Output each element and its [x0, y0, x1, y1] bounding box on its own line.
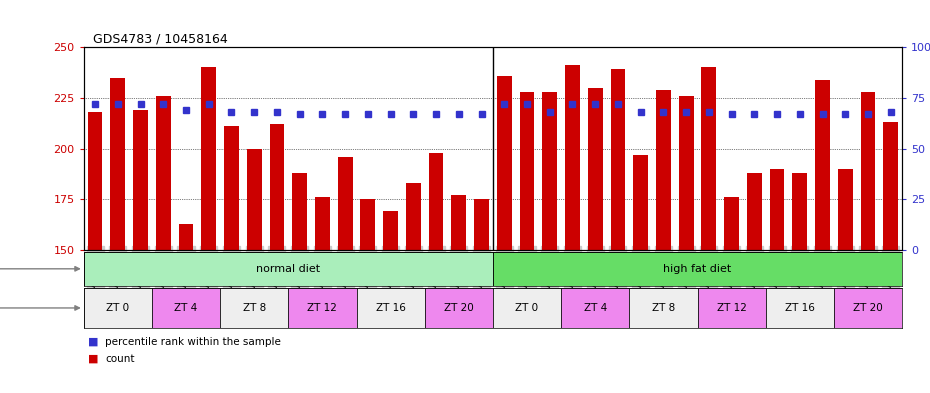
- Bar: [292, 173, 307, 250]
- Bar: [860, 92, 875, 250]
- Text: high fat diet: high fat diet: [663, 264, 732, 274]
- Bar: [84, 288, 152, 328]
- Bar: [493, 288, 561, 328]
- Bar: [270, 124, 285, 250]
- Bar: [201, 68, 216, 250]
- Bar: [747, 173, 762, 250]
- Text: ZT 0: ZT 0: [515, 303, 538, 313]
- Bar: [765, 288, 834, 328]
- Text: ZT 12: ZT 12: [717, 303, 747, 313]
- Text: ZT 16: ZT 16: [376, 303, 405, 313]
- Bar: [288, 288, 356, 328]
- Text: count: count: [105, 354, 135, 364]
- Bar: [565, 65, 580, 250]
- Bar: [588, 88, 603, 250]
- Text: ZT 20: ZT 20: [444, 303, 473, 313]
- Bar: [246, 149, 261, 250]
- Text: GDS4783 / 10458164: GDS4783 / 10458164: [93, 32, 228, 45]
- Bar: [493, 252, 902, 286]
- Text: normal diet: normal diet: [257, 264, 320, 274]
- Bar: [770, 169, 784, 250]
- Text: ZT 4: ZT 4: [584, 303, 606, 313]
- Text: percentile rank within the sample: percentile rank within the sample: [105, 337, 281, 347]
- Bar: [815, 80, 830, 250]
- Bar: [133, 110, 148, 250]
- Bar: [179, 224, 193, 250]
- Bar: [156, 96, 170, 250]
- Bar: [561, 288, 630, 328]
- Bar: [542, 92, 557, 250]
- Bar: [701, 68, 716, 250]
- Bar: [884, 122, 898, 250]
- Bar: [698, 288, 765, 328]
- Bar: [497, 75, 512, 250]
- Bar: [111, 77, 126, 250]
- Bar: [87, 112, 102, 250]
- Bar: [451, 195, 466, 250]
- Bar: [338, 157, 352, 250]
- Text: ZT 0: ZT 0: [106, 303, 129, 313]
- Bar: [679, 96, 694, 250]
- Bar: [838, 169, 853, 250]
- Bar: [315, 197, 330, 250]
- Text: ZT 8: ZT 8: [652, 303, 675, 313]
- Bar: [520, 92, 535, 250]
- Text: ■: ■: [88, 354, 99, 364]
- Bar: [356, 288, 425, 328]
- Bar: [474, 199, 489, 250]
- Text: ZT 16: ZT 16: [785, 303, 815, 313]
- Bar: [792, 173, 807, 250]
- Bar: [220, 288, 288, 328]
- Bar: [224, 126, 239, 250]
- Bar: [405, 183, 420, 250]
- Text: ■: ■: [88, 337, 99, 347]
- Bar: [429, 152, 444, 250]
- Bar: [610, 70, 625, 250]
- Bar: [84, 252, 493, 286]
- Bar: [656, 90, 671, 250]
- Bar: [633, 154, 648, 250]
- Text: ZT 12: ZT 12: [308, 303, 338, 313]
- Bar: [361, 199, 375, 250]
- Text: ZT 4: ZT 4: [174, 303, 197, 313]
- Bar: [834, 288, 902, 328]
- Bar: [425, 288, 493, 328]
- Bar: [630, 288, 698, 328]
- Text: ZT 8: ZT 8: [243, 303, 266, 313]
- Bar: [724, 197, 739, 250]
- Bar: [152, 288, 220, 328]
- Text: ZT 20: ZT 20: [853, 303, 883, 313]
- Bar: [383, 211, 398, 250]
